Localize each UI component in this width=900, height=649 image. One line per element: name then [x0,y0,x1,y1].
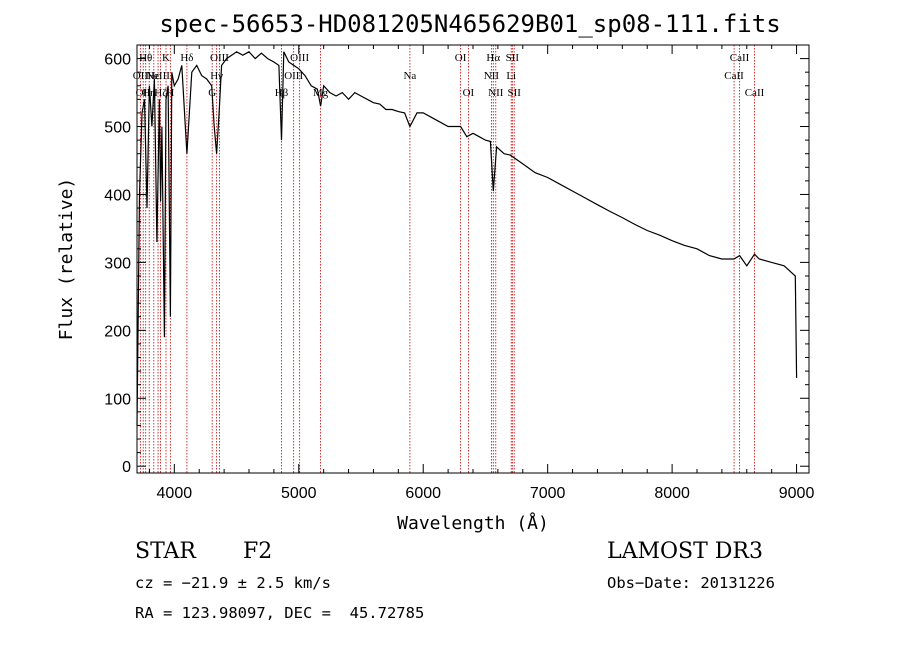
line-label-17: Na [403,70,416,82]
y-tick-label-1: 100 [104,391,131,408]
y-tick-label-2: 200 [104,323,131,340]
redshift-text: cz = −21.9 ± 2.5 km/s [135,574,331,592]
x-tick-label-0: 4000 [157,485,193,502]
survey-name: LAMOST DR3 [607,539,763,564]
coordinates-text: RA = 123.98097, DEC = 45.72785 [135,604,425,622]
y-tick-label-4: 400 [104,187,131,204]
y-tick-label-6: 600 [104,52,131,69]
line-label-21: Hα [486,52,500,64]
chart-title: spec-56653-HD081205N465629B01_sp08-111.f… [159,10,780,38]
x-tick-label-1: 5000 [281,485,317,502]
line-markers [139,45,755,473]
line-label-28: CaII [745,87,765,99]
y-tick-label-5: 500 [104,120,131,137]
line-label-6: Hζ [154,87,167,99]
x-axis-label: Wavelength (Å) [397,512,549,534]
x-tick-label-4: 8000 [654,485,690,502]
line-label-2: Hθ [139,52,152,64]
spectrum-chart: spec-56653-HD081205N465629B01_sp08-111.f… [56,10,815,534]
x-tick-label-2: 6000 [405,485,441,502]
line-label-13: Hβ [275,87,289,99]
line-label-14: OIII [284,70,303,82]
y-axis-ticks: 0 100 200 300 400 500 600 [104,52,809,476]
x-tick-label-5: 9000 [779,485,815,502]
line-label-11: Hγ [210,70,223,82]
line-label-1: OII [136,87,152,99]
line-label-9: Hδ [180,52,193,64]
line-label-16: Mg [313,87,329,99]
object-class: STAR [135,539,196,564]
spectrum-line [136,51,798,426]
x-axis-ticks: 4000 5000 6000 7000 8000 9000 [148,45,815,502]
line-label-23: Li [506,70,516,82]
line-label-24: SII [506,52,520,64]
line-label-20: NII [484,70,500,82]
y-tick-label-0: 0 [122,459,131,476]
line-label-25: SII [507,87,521,99]
line-label-26: CaII [724,70,744,82]
obs-date-text: Obs−Date: 20131226 [607,574,775,592]
line-label-4: Hε [148,70,161,82]
y-axis-label: Flux (relative) [56,178,77,341]
line-label-15: OIII [290,52,309,64]
plot-frame [136,44,810,474]
line-label-18: OI [455,52,467,64]
y-tick-label-3: 300 [104,255,131,272]
line-label-19: OI [463,87,475,99]
line-label-22: NII [488,87,504,99]
line-label-7: K [162,52,170,64]
line-label-5: NeIII [146,70,170,82]
x-tick-label-3: 7000 [530,485,566,502]
line-label-27: CaII [730,52,750,64]
line-labels: OIIOIIHθHηHεNeIIIHζKHHδGHγOIIIHβOIIIOIII… [133,52,765,99]
line-label-8: H [166,87,174,99]
object-subclass: F2 [243,539,273,564]
